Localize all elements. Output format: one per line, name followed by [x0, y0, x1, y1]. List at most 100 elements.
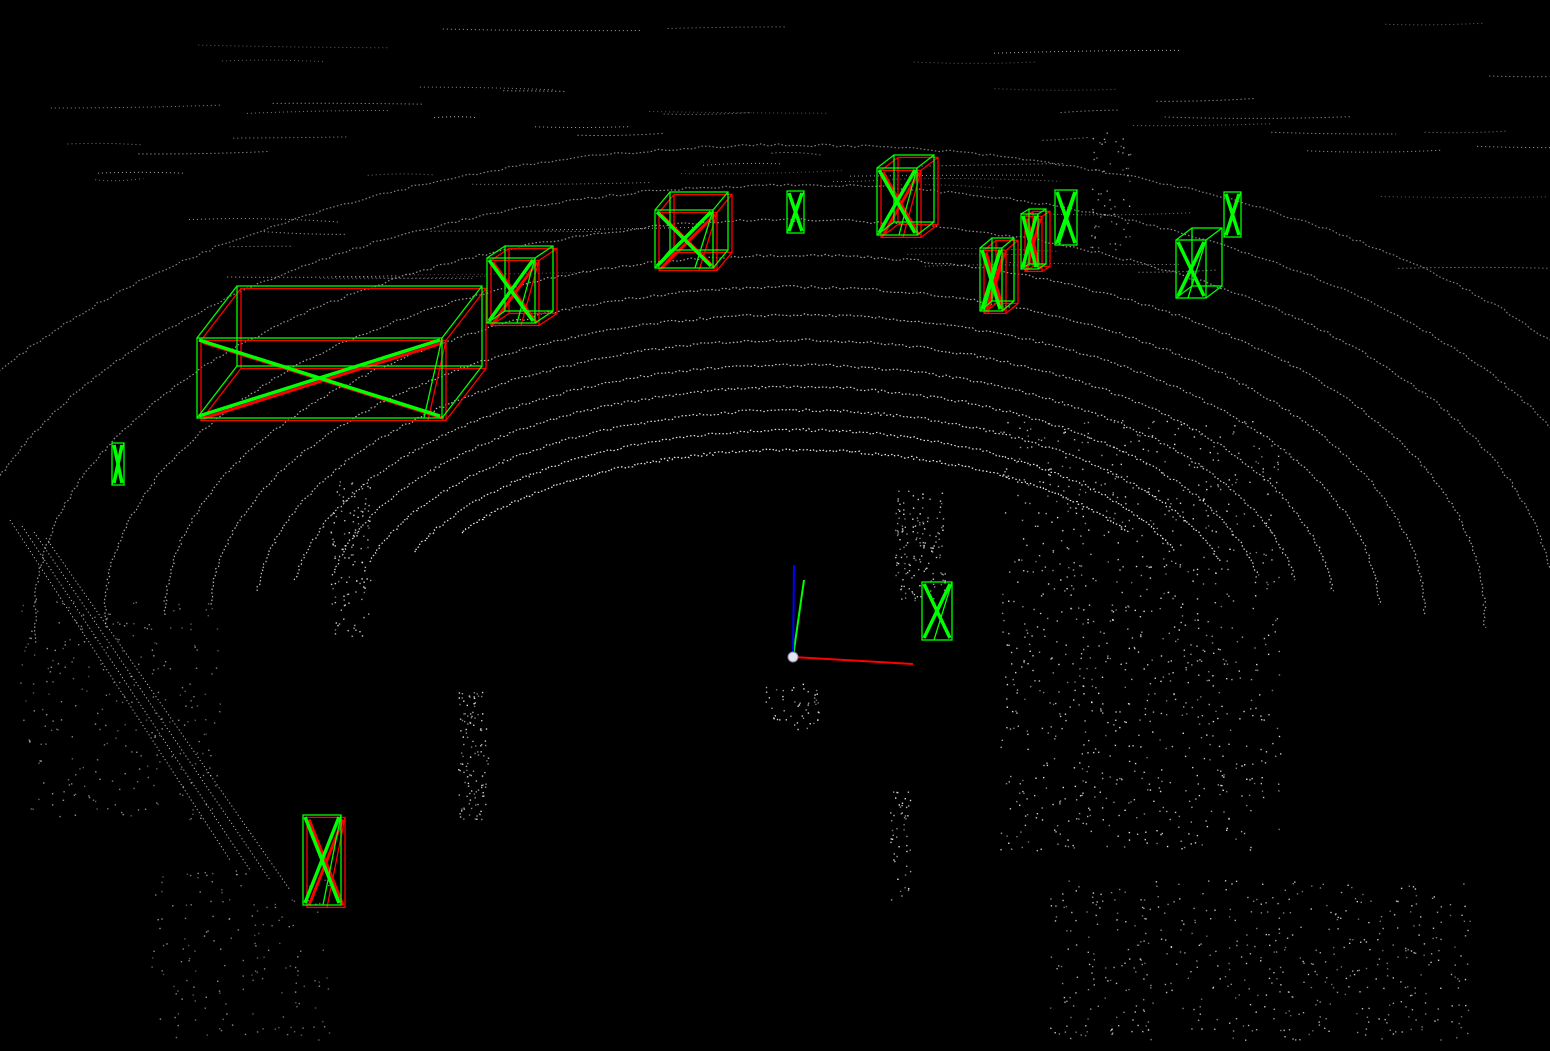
point	[108, 693, 111, 696]
point	[1130, 581, 1133, 584]
point	[477, 751, 479, 753]
point	[1147, 693, 1150, 696]
point	[1260, 903, 1262, 905]
point	[187, 944, 190, 947]
point	[1199, 1013, 1201, 1015]
point	[915, 559, 917, 561]
point	[796, 722, 799, 724]
point	[1208, 671, 1210, 673]
point	[469, 721, 471, 724]
point	[147, 776, 150, 779]
point	[1137, 503, 1139, 505]
point	[1162, 537, 1164, 540]
point	[461, 719, 464, 722]
point	[1100, 708, 1102, 710]
point	[480, 745, 482, 747]
point	[919, 513, 921, 515]
point	[1063, 906, 1065, 909]
point	[1249, 953, 1252, 955]
point	[1288, 1029, 1291, 1031]
point	[1024, 824, 1027, 827]
point	[1124, 525, 1127, 527]
point	[1397, 927, 1399, 929]
point	[1280, 984, 1282, 986]
point	[917, 532, 919, 534]
point	[1424, 1002, 1427, 1004]
point	[1407, 949, 1409, 951]
point	[469, 756, 472, 758]
point	[1103, 170, 1105, 172]
point	[1176, 963, 1178, 965]
point	[1401, 1031, 1403, 1033]
point	[1070, 930, 1072, 932]
box-front-face	[983, 249, 1007, 315]
point	[334, 633, 337, 635]
point	[1160, 712, 1163, 715]
point	[342, 496, 345, 498]
point	[912, 592, 914, 594]
point	[934, 586, 936, 588]
point	[44, 725, 46, 727]
point	[1456, 1037, 1458, 1039]
point	[472, 770, 475, 772]
point	[122, 813, 124, 816]
point	[1116, 581, 1118, 583]
point	[1196, 568, 1199, 571]
point	[326, 977, 328, 979]
point	[1207, 621, 1209, 623]
point	[1160, 833, 1162, 836]
point	[1234, 919, 1236, 922]
point	[1319, 1001, 1321, 1003]
point	[159, 927, 161, 930]
point	[21, 664, 23, 666]
point	[904, 562, 906, 565]
box-edge	[534, 310, 554, 324]
point	[178, 719, 180, 721]
point	[1226, 593, 1228, 595]
point	[1337, 928, 1339, 930]
point	[1205, 481, 1208, 483]
point	[205, 609, 207, 611]
point	[897, 791, 899, 794]
point	[1100, 216, 1102, 218]
point	[217, 980, 219, 982]
point	[215, 785, 217, 787]
point	[1138, 734, 1140, 736]
point	[931, 551, 934, 553]
point	[54, 649, 56, 652]
point	[1072, 569, 1075, 571]
point	[1348, 986, 1350, 988]
point	[896, 562, 898, 564]
point	[348, 532, 350, 534]
point	[1066, 681, 1069, 684]
point	[1122, 169, 1124, 171]
point	[1170, 660, 1172, 662]
point	[1256, 927, 1258, 930]
point	[106, 617, 108, 620]
point	[333, 522, 335, 524]
point	[1384, 1018, 1386, 1021]
point	[1421, 1026, 1423, 1028]
point	[903, 824, 905, 826]
point	[1063, 996, 1066, 999]
point	[1215, 710, 1217, 712]
point	[930, 547, 932, 549]
point	[153, 784, 155, 787]
point	[1104, 141, 1106, 143]
box-back-face	[893, 154, 935, 223]
point	[1115, 609, 1117, 611]
point	[1244, 979, 1246, 981]
point	[1269, 968, 1271, 970]
point	[242, 975, 244, 977]
point	[318, 981, 320, 983]
box-edge	[716, 193, 733, 213]
point	[368, 613, 370, 615]
point	[1250, 708, 1252, 710]
curb-line	[9, 519, 231, 861]
point	[1124, 962, 1126, 964]
point	[1055, 916, 1058, 918]
point	[219, 703, 221, 705]
point	[297, 974, 299, 977]
point	[1205, 909, 1208, 912]
